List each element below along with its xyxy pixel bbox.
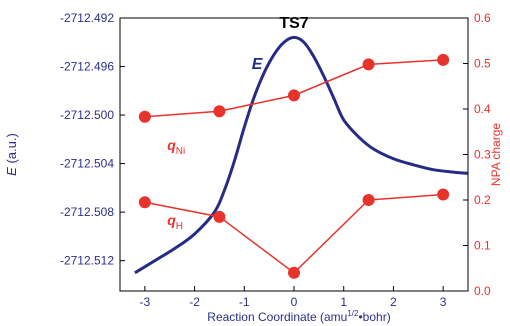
y-axis-right-label: NPA charge bbox=[489, 123, 503, 186]
x-axis-label-sup: 1/2 bbox=[347, 309, 359, 318]
y-left-tick-label: -2712.508 bbox=[60, 205, 114, 219]
series-layer bbox=[134, 35, 468, 279]
y-right-tick-label: 0.0 bbox=[474, 284, 491, 298]
x-tick-label: -3 bbox=[140, 295, 151, 309]
q-ni-point bbox=[288, 89, 300, 102]
q-h-point bbox=[362, 194, 375, 206]
x-axis-label: Reaction Coordinate (amu1/2•bohr) bbox=[207, 309, 390, 324]
x-axis-label-main: Reaction Coordinate (amu bbox=[207, 310, 347, 324]
q-ni-series-label: qNi bbox=[167, 137, 185, 157]
q-ni-point bbox=[362, 58, 375, 71]
y-left-tick-label: -2712.512 bbox=[60, 254, 114, 268]
y-axis-left-unit: (a.u.) bbox=[4, 133, 19, 167]
y-axis-left-symbol: E bbox=[4, 167, 19, 176]
tick-layer: -3 -2 -1 0 1 2 3 -2712.492 -2712.496 -2712.500 -27… bbox=[60, 11, 491, 309]
y-left-tick-label: -2712.500 bbox=[60, 108, 114, 122]
y-right-tick-label: 0.6 bbox=[474, 11, 491, 25]
x-axis-label-tail: •bohr) bbox=[358, 310, 390, 324]
x-tick-label: -2 bbox=[189, 295, 200, 309]
y-right-tick-label: 0.5 bbox=[474, 57, 491, 71]
q-ni-point bbox=[213, 105, 226, 118]
q-ni-line bbox=[144, 59, 444, 118]
x-tick-label: 3 bbox=[440, 295, 447, 309]
y-left-tick-label: -2712.504 bbox=[60, 157, 114, 171]
ts7-annotation: TS7 bbox=[279, 15, 308, 32]
q-h-subscript: H bbox=[176, 221, 183, 232]
q-ni-name: q bbox=[167, 137, 176, 153]
x-tick-label: 0 bbox=[291, 295, 298, 309]
q-h-name: q bbox=[167, 212, 176, 228]
y-right-tick-label: 0.1 bbox=[474, 239, 491, 253]
q-h-point bbox=[437, 188, 450, 201]
q-h-series-label: qH bbox=[167, 212, 183, 232]
y-right-tick-label: 0.4 bbox=[474, 102, 491, 116]
y-axis-left-label: E (a.u.) bbox=[4, 133, 19, 176]
x-tick-label: 2 bbox=[390, 295, 397, 309]
y-left-tick-label: -2712.492 bbox=[60, 11, 114, 25]
q-ni-subscript: Ni bbox=[176, 146, 185, 157]
q-ni-point bbox=[138, 110, 151, 123]
q-ni-point bbox=[437, 53, 450, 66]
y-left-tick-label: -2712.496 bbox=[60, 60, 114, 74]
x-tick-label: -1 bbox=[239, 295, 250, 309]
y-right-tick-label: 0.2 bbox=[474, 193, 491, 207]
q-h-line bbox=[144, 193, 444, 274]
y-right-tick-label: 0.3 bbox=[474, 148, 491, 162]
energy-series-label: E bbox=[252, 56, 264, 73]
energy-curve bbox=[134, 35, 468, 275]
q-h-point bbox=[138, 196, 151, 209]
x-tick-label: 1 bbox=[340, 295, 347, 309]
plot-frame bbox=[119, 17, 469, 292]
q-h-point bbox=[213, 210, 226, 223]
q-h-point bbox=[288, 266, 300, 279]
